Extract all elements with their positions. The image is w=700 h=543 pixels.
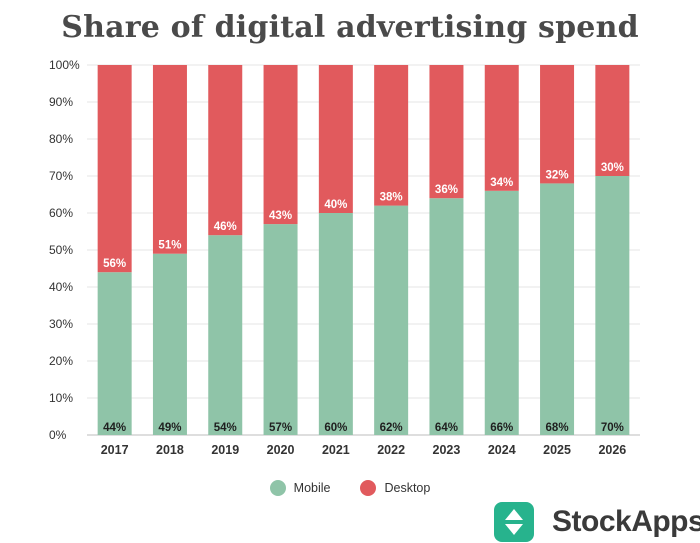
data-label-mobile: 64% [435,422,458,434]
bar-mobile [152,253,187,435]
legend-item-desktop: Desktop [360,480,430,496]
data-label-mobile: 54% [214,422,237,434]
data-label-mobile: 49% [158,422,181,434]
bar-desktop [374,65,409,206]
y-tick-label: 100% [49,58,80,72]
data-label-desktop: 30% [601,162,624,174]
y-tick-label: 20% [49,354,73,368]
data-label-mobile: 60% [324,422,347,434]
data-label-desktop: 56% [103,258,126,270]
bar-mobile [374,205,409,435]
data-label-desktop: 34% [490,177,513,189]
data-label-mobile: 68% [546,422,569,434]
x-tick-label: 2021 [322,443,350,457]
y-tick-label: 90% [49,95,73,109]
bar-mobile [484,190,519,435]
data-label-desktop: 51% [158,240,181,252]
bar-mobile [540,183,575,435]
data-label-desktop: 36% [435,184,458,196]
data-label-mobile: 66% [490,422,513,434]
bar-desktop [429,65,464,199]
bar-desktop [484,65,519,191]
bar-mobile [595,176,630,435]
data-label-desktop: 32% [546,169,569,181]
bar-desktop [208,65,243,236]
bar-desktop [97,65,132,273]
legend-item-mobile: Mobile [269,480,331,496]
x-tick-label: 2023 [433,443,461,457]
data-label-desktop: 38% [380,192,403,204]
legend-swatch-mobile [269,480,286,496]
data-label-desktop: 40% [324,199,347,211]
chart-title: Share of digital advertising spend [61,10,639,45]
x-tick-label: 2018 [156,443,184,457]
x-tick-label: 2017 [101,443,129,457]
x-tick-label: 2020 [267,443,295,457]
y-tick-label: 40% [49,280,73,294]
data-label-mobile: 44% [103,422,126,434]
brand-logo: StockApps [494,502,700,542]
x-tick-label: 2022 [377,443,405,457]
bar-desktop [318,65,353,213]
bar-mobile [208,235,243,435]
bar-mobile [429,198,464,435]
bar-mobile [97,272,132,435]
data-label-desktop: 43% [269,210,292,222]
x-tick-label: 2026 [598,443,626,457]
data-label-mobile: 57% [269,422,292,434]
bar-mobile [318,213,353,435]
up-down-arrows-icon [494,502,534,542]
legend-swatch-desktop [360,480,377,496]
data-label-mobile: 62% [380,422,403,434]
x-tick-label: 2024 [488,443,516,457]
x-tick-label: 2025 [543,443,571,457]
stacked-bar-chart: 0% 10% 20% 30% 40% 50% 60% 70% 80% 90% 100% 44% 56% 2… [49,58,640,457]
y-tick-label: 50% [49,243,73,257]
y-tick-label: 10% [49,391,73,405]
x-tick-label: 2019 [211,443,239,457]
y-tick-label: 70% [49,169,73,183]
bar-desktop [152,65,187,254]
y-tick-label: 60% [49,206,73,220]
bar-desktop [263,65,298,225]
bar-desktop [540,65,575,184]
y-tick-label: 80% [49,132,73,146]
data-label-mobile: 70% [601,422,624,434]
y-tick-label: 30% [49,317,73,331]
bar-desktop [595,65,630,176]
data-label-desktop: 46% [214,221,237,233]
legend-label-desktop: Desktop [384,481,431,495]
chart-legend: Mobile Desktop [0,480,700,496]
legend-label-mobile: Mobile [293,481,331,495]
y-tick-label: 0% [49,428,67,442]
bar-mobile [263,224,298,435]
brand-name: StockApps [552,505,700,538]
